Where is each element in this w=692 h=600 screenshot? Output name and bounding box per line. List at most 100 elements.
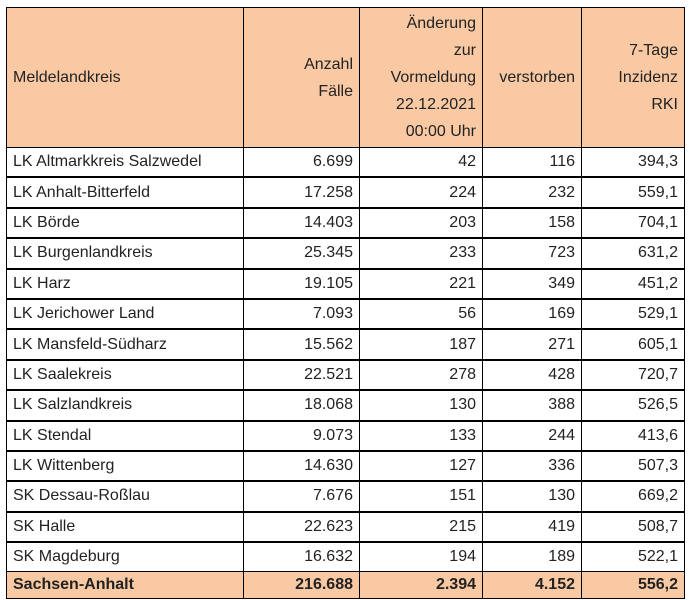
cases-cell: 6.699 (243, 147, 360, 179)
change-cell: 127 (359, 450, 483, 483)
table-row: LK Wittenberg 14.630 127 336 507,3 (6, 450, 685, 483)
change-cell: 194 (359, 541, 483, 573)
cases-cell: 14.403 (243, 207, 360, 240)
district-cell: LK Saalekreis (6, 359, 244, 392)
header-incidence-line: 7-Tage (629, 42, 678, 59)
change-cell: 42 (359, 147, 483, 179)
table-row: LK Anhalt-Bitterfeld 17.258 224 232 559,… (6, 176, 685, 209)
district-cell: LK Stendal (6, 420, 244, 452)
district-cell: LK Anhalt-Bitterfeld (6, 176, 244, 209)
incidence-cell: 529,1 (581, 298, 685, 331)
change-cell: 130 (359, 389, 483, 422)
district-cell: LK Wittenberg (6, 450, 244, 483)
table-row: LK Stendal 9.073 133 244 413,6 (6, 420, 685, 452)
table-row: LK Mansfeld-Südharz 15.562 187 271 605,1 (6, 328, 685, 361)
incidence-cell: 526,5 (581, 389, 685, 422)
deaths-cell: 116 (482, 147, 582, 179)
header-change-line: 22.12.2021 (395, 96, 476, 113)
deaths-cell: 723 (482, 237, 582, 270)
district-cell: SK Dessau-Roßlau (6, 480, 244, 513)
cases-cell: 17.258 (243, 176, 360, 209)
header-deaths: verstorben (482, 7, 582, 148)
total-cases-cell: 216.688 (243, 571, 360, 600)
deaths-cell: 419 (482, 511, 582, 544)
change-cell: 233 (359, 237, 483, 270)
district-cell: LK Altmarkkreis Salzwedel (6, 147, 244, 179)
district-cell: SK Magdeburg (6, 541, 244, 573)
incidence-cell: 451,2 (581, 268, 685, 300)
cases-cell: 14.630 (243, 450, 360, 483)
cases-cell: 16.632 (243, 541, 360, 573)
district-cell: LK Mansfeld-Südharz (6, 328, 244, 361)
deaths-cell: 388 (482, 389, 582, 422)
header-change-line: 00:00 Uhr (405, 123, 476, 140)
deaths-cell: 271 (482, 328, 582, 361)
cases-cell: 7.093 (243, 298, 360, 331)
deaths-cell: 169 (482, 298, 582, 331)
deaths-cell: 349 (482, 268, 582, 300)
table-row: LK Salzlandkreis 18.068 130 388 526,5 (6, 389, 685, 422)
header-incidence: 7-Tage Inzidenz RKI (581, 7, 685, 148)
header-cases-line: Anzahl (304, 55, 353, 73)
change-cell: 133 (359, 420, 483, 452)
deaths-cell: 158 (482, 207, 582, 240)
incidence-cell: 413,6 (581, 420, 685, 452)
table-row: LK Jerichower Land 7.093 56 169 529,1 (6, 298, 685, 331)
total-name-cell: Sachsen-Anhalt (6, 571, 244, 600)
district-cell: LK Jerichower Land (6, 298, 244, 331)
change-cell: 221 (359, 268, 483, 300)
district-cell: LK Burgenlandkreis (6, 237, 244, 270)
incidence-cell: 394,3 (581, 147, 685, 179)
district-cell: LK Salzlandkreis (6, 389, 244, 422)
cases-cell: 18.068 (243, 389, 360, 422)
header-incidence-line: RKI (651, 96, 678, 113)
table-row: SK Halle 22.623 215 419 508,7 (6, 511, 685, 544)
total-deaths-cell: 4.152 (482, 571, 582, 600)
total-row: Sachsen-Anhalt 216.688 2.394 4.152 556,2 (6, 571, 685, 600)
incidence-cell: 631,2 (581, 237, 685, 270)
table-row: LK Börde 14.403 203 158 704,1 (6, 207, 685, 240)
header-district: Meldelandkreis (6, 7, 244, 148)
table-body: LK Altmarkkreis Salzwedel 6.699 42 116 3… (6, 147, 685, 600)
table-row: LK Harz 19.105 221 349 451,2 (6, 268, 685, 300)
table-row: SK Dessau-Roßlau 7.676 151 130 669,2 (6, 480, 685, 513)
district-cell: SK Halle (6, 511, 244, 544)
deaths-cell: 232 (482, 176, 582, 209)
cases-cell: 15.562 (243, 328, 360, 361)
header-change-line: Vormeldung (390, 69, 476, 86)
incidence-cell: 508,7 (581, 511, 685, 544)
incidence-cell: 559,1 (581, 176, 685, 209)
table-row: LK Burgenlandkreis 25.345 233 723 631,2 (6, 237, 685, 270)
district-cell: LK Börde (6, 207, 244, 240)
incidence-cell: 720,7 (581, 359, 685, 392)
cases-cell: 25.345 (243, 237, 360, 270)
header-cases: Anzahl Fälle (243, 7, 360, 148)
covid-cases-table: Meldelandkreis Anzahl Fälle Änderung zur… (6, 7, 685, 600)
incidence-cell: 605,1 (581, 328, 685, 361)
table-row: LK Altmarkkreis Salzwedel 6.699 42 116 3… (6, 147, 685, 179)
header-change-line: Änderung (406, 15, 476, 32)
cases-cell: 22.623 (243, 511, 360, 544)
cases-cell: 7.676 (243, 480, 360, 513)
header-cases-line: Fälle (318, 82, 353, 100)
incidence-cell: 507,3 (581, 450, 685, 483)
deaths-cell: 189 (482, 541, 582, 573)
deaths-cell: 244 (482, 420, 582, 452)
change-cell: 203 (359, 207, 483, 240)
incidence-cell: 522,1 (581, 541, 685, 573)
change-cell: 224 (359, 176, 483, 209)
change-cell: 151 (359, 480, 483, 513)
cases-cell: 9.073 (243, 420, 360, 452)
deaths-cell: 130 (482, 480, 582, 513)
deaths-cell: 428 (482, 359, 582, 392)
header-row: Meldelandkreis Anzahl Fälle Änderung zur… (6, 7, 685, 148)
deaths-cell: 336 (482, 450, 582, 483)
change-cell: 56 (359, 298, 483, 331)
change-cell: 278 (359, 359, 483, 392)
header-change-line: zur (453, 42, 476, 59)
district-cell: LK Harz (6, 268, 244, 300)
cases-cell: 19.105 (243, 268, 360, 300)
change-cell: 187 (359, 328, 483, 361)
header-incidence-line: Inzidenz (618, 69, 678, 86)
header-change: Änderung zur Vormeldung 22.12.2021 00:00… (359, 7, 483, 148)
